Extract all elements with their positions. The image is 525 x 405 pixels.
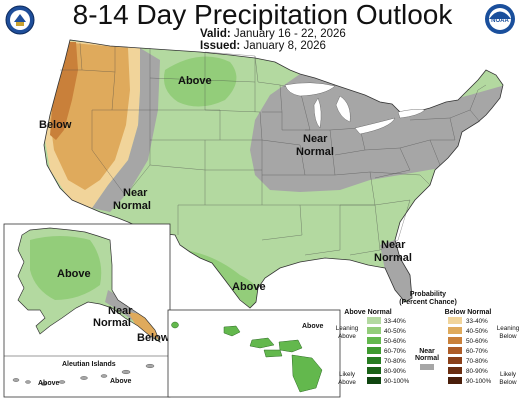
- legend-leaning-below-1: Leaning: [497, 325, 520, 332]
- legend-likely-above-2: Above: [338, 379, 356, 386]
- label-near-normal-east-2: Normal: [296, 146, 334, 158]
- legend-leaning-above-1: Leaning: [336, 325, 359, 332]
- legend-below-range-1: 40-50%: [466, 328, 488, 335]
- legend-title-2: (Percent Chance): [399, 299, 457, 306]
- legend-below-swatch-4: [448, 357, 462, 364]
- label-near-normal-se-2: Normal: [374, 252, 412, 264]
- legend-above-swatch-6: [367, 377, 381, 384]
- valid-value: January 16 - 22, 2026: [233, 28, 346, 40]
- legend-below-range-3: 60-70%: [466, 348, 488, 355]
- legend-above-swatch-3: [367, 347, 381, 354]
- legend-likely-below-1: Likely: [500, 371, 517, 378]
- noaa-logo-icon: NOAA: [485, 4, 515, 34]
- commerce-seal-icon: [5, 5, 35, 35]
- legend-leaning-above-2: Above: [338, 333, 356, 340]
- legend-above-swatch-4: [367, 357, 381, 364]
- legend-below-swatch-1: [448, 327, 462, 334]
- legend-below-range-4: 70-80%: [466, 358, 488, 365]
- label-above-south: Above: [232, 281, 266, 293]
- legend-above-swatch-0: [367, 317, 381, 324]
- legend-above-swatch-1: [367, 327, 381, 334]
- legend-near-header-1: Near: [419, 348, 435, 355]
- label-aleutian-above-2: Above: [110, 378, 132, 385]
- legend-above-range-5: 80-90%: [384, 368, 406, 375]
- legend-title-1: Probability: [410, 291, 446, 298]
- aleutian-title: Aleutian Islands: [62, 361, 116, 368]
- label-aleutian-above-1: Above: [38, 380, 60, 387]
- noaa-logo-text: NOAA: [491, 18, 509, 24]
- legend-above-range-0: 33-40%: [384, 318, 406, 325]
- legend-below-swatch-6: [448, 377, 462, 384]
- label-alaska-near-2: Normal: [93, 317, 131, 329]
- legend-likely-below-2: Below: [499, 379, 517, 386]
- label-alaska-near-1: Near: [108, 305, 133, 317]
- label-near-normal-west-1: Near: [123, 187, 148, 199]
- legend-leaning-below-2: Below: [499, 333, 517, 340]
- legend-above-range-1: 40-50%: [384, 328, 406, 335]
- legend-near-swatch: [420, 364, 434, 370]
- label-near-normal-se-1: Near: [381, 239, 406, 251]
- legend-above-range-4: 70-80%: [384, 358, 406, 365]
- label-hawaii-above: Above: [302, 323, 324, 330]
- great-lakes: [284, 82, 426, 135]
- legend-above-swatch-5: [367, 367, 381, 374]
- legend-likely-above-1: Likely: [339, 371, 356, 378]
- issued-date: Issued: January 8, 2026: [200, 40, 326, 53]
- valid-dates: Valid: January 16 - 22, 2026: [200, 28, 346, 41]
- alaska-inset: [3, 223, 171, 398]
- legend-below-swatch-2: [448, 337, 462, 344]
- legend-above-bins: 33-40% 40-50% 50-60% 60-70% 70-80% 80-90% 90-1…: [367, 317, 410, 385]
- legend-below-range-5: 80-90%: [466, 368, 488, 375]
- aleutian-islands: [12, 364, 155, 386]
- legend-above-range-2: 50-60%: [384, 338, 406, 345]
- label-near-normal-west-2: Normal: [113, 200, 151, 212]
- legend-above-header: Above Normal: [344, 309, 392, 316]
- label-alaska-below: Below: [137, 332, 170, 344]
- label-alaska-above: Above: [57, 268, 91, 280]
- legend-below-bins: 33-40% 40-50% 50-60% 60-70% 70-80% 80-90% 90-1…: [448, 317, 492, 385]
- hawaii-inset: [167, 309, 341, 398]
- legend-above-swatch-2: [367, 337, 381, 344]
- valid-label: Valid:: [200, 28, 231, 40]
- legend-below-swatch-3: [448, 347, 462, 354]
- page-title: 8-14 Day Precipitation Outlook: [72, 0, 453, 30]
- legend-below-swatch-5: [448, 367, 462, 374]
- legend-below-range-2: 50-60%: [466, 338, 488, 345]
- legend-near-header-2: Normal: [415, 355, 439, 362]
- legend-above-range-6: 90-100%: [384, 378, 410, 385]
- label-above-north: Above: [178, 75, 212, 87]
- probability-legend: Probability (Percent Chance) Above Norma…: [336, 291, 520, 386]
- issued-label: Issued:: [200, 40, 241, 52]
- legend-below-swatch-0: [448, 317, 462, 324]
- issued-value: January 8, 2026: [243, 40, 326, 52]
- legend-below-range-0: 33-40%: [466, 318, 488, 325]
- legend-below-header: Below Normal: [445, 309, 492, 316]
- legend-below-range-6: 90-100%: [466, 378, 492, 385]
- label-below-west: Below: [39, 119, 72, 131]
- legend-above-range-3: 60-70%: [384, 348, 406, 355]
- state-borders: [60, 42, 487, 256]
- label-near-normal-east-1: Near: [303, 133, 328, 145]
